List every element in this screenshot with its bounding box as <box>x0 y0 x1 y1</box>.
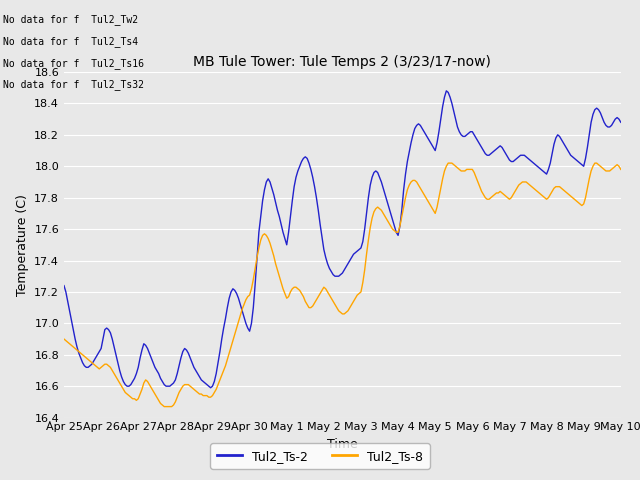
Legend: Tul2_Ts-2, Tul2_Ts-8: Tul2_Ts-2, Tul2_Ts-8 <box>211 444 429 469</box>
X-axis label: Time: Time <box>327 438 358 451</box>
Text: No data for f  Tul2_Tw2: No data for f Tul2_Tw2 <box>3 14 138 25</box>
Title: MB Tule Tower: Tule Temps 2 (3/23/17-now): MB Tule Tower: Tule Temps 2 (3/23/17-now… <box>193 56 492 70</box>
Text: No data for f  Tul2_Ts32: No data for f Tul2_Ts32 <box>3 79 144 90</box>
Text: No data for f  Tul2_Ts16: No data for f Tul2_Ts16 <box>3 58 144 69</box>
Text: No data for f  Tul2_Ts4: No data for f Tul2_Ts4 <box>3 36 138 47</box>
Y-axis label: Temperature (C): Temperature (C) <box>16 194 29 296</box>
